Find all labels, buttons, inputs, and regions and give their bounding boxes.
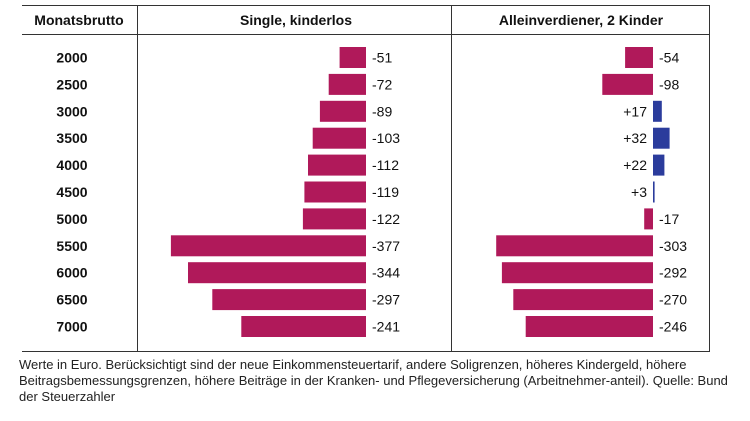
bar-single-2500 — [328, 73, 366, 95]
series-header-family: Alleinverdiener, 2 Kinder — [499, 12, 664, 28]
value-label-single-6500: -297 — [372, 292, 400, 308]
bar-family-6000 — [501, 262, 653, 284]
bar-single-5500 — [170, 235, 366, 257]
row-label: 3500 — [56, 130, 87, 146]
value-label-family-4000: +22 — [623, 157, 647, 173]
series-family: -54 -98 +17 +32 +22 +3 -17 -303 -292 -270 -246 — [496, 47, 687, 337]
bar-single-5000 — [302, 208, 366, 230]
bar-family-4000 — [653, 154, 665, 176]
bar-family-3000 — [653, 100, 662, 122]
row-labels: 2000 2500 3000 3500 4000 4500 5000 5500 6000 6500… — [56, 50, 87, 335]
value-label-single-2000: -51 — [372, 50, 392, 66]
row-label: 7000 — [56, 319, 87, 335]
value-label-single-4000: -112 — [372, 157, 399, 173]
row-label: 4000 — [56, 157, 87, 173]
row-label: 5500 — [56, 238, 87, 254]
bar-family-6500 — [513, 289, 653, 311]
value-label-family-5500: -303 — [659, 238, 687, 254]
bar-single-3500 — [312, 127, 366, 149]
value-label-family-2000: -54 — [659, 50, 679, 66]
bar-family-5000 — [644, 208, 653, 230]
value-label-single-4500: -119 — [372, 184, 399, 200]
footnote: Werte in Euro. Berücksichtigt sind der n… — [19, 357, 728, 404]
value-label-single-5000: -122 — [372, 211, 400, 227]
row-label: 6500 — [56, 292, 87, 308]
value-label-family-6000: -292 — [659, 265, 687, 281]
bar-family-7000 — [525, 316, 653, 337]
value-label-single-3500: -103 — [372, 130, 400, 146]
bar-family-4500 — [653, 181, 655, 203]
bar-single-4000 — [308, 154, 366, 176]
bar-family-3500 — [653, 127, 670, 149]
row-label: 2000 — [56, 50, 87, 66]
series-single: -51 -72 -89 -103 -112 -119 -122 -377 -344 -297 -24… — [170, 47, 400, 337]
value-label-family-6500: -270 — [659, 292, 687, 308]
value-label-family-4500: +3 — [631, 184, 647, 200]
bar-single-4500 — [304, 181, 366, 203]
value-label-single-7000: -241 — [372, 319, 400, 335]
row-label: 6000 — [56, 265, 87, 281]
bar-single-7000 — [241, 316, 366, 337]
bar-family-5500 — [496, 235, 653, 257]
value-label-single-5500: -377 — [372, 238, 400, 254]
bar-single-2000 — [339, 47, 366, 68]
value-label-family-2500: -98 — [659, 76, 679, 92]
value-label-family-3500: +32 — [623, 130, 647, 146]
value-label-single-6000: -344 — [372, 265, 400, 281]
bar-single-3000 — [319, 100, 366, 122]
row-header: Monatsbrutto — [34, 12, 123, 28]
row-label: 4500 — [56, 184, 87, 200]
value-label-family-7000: -246 — [659, 319, 687, 335]
value-label-family-5000: -17 — [659, 211, 679, 227]
value-label-single-2500: -72 — [372, 76, 392, 92]
bar-family-2000 — [625, 47, 653, 68]
bar-single-6500 — [212, 289, 366, 311]
row-label: 5000 — [56, 211, 87, 227]
table-frame — [22, 5, 710, 352]
chart: Monatsbrutto Single, kinderlos Alleinver… — [22, 5, 710, 352]
value-label-family-3000: +17 — [623, 103, 647, 119]
bar-single-6000 — [188, 262, 366, 284]
row-label: 2500 — [56, 76, 87, 92]
value-label-single-3000: -89 — [372, 103, 392, 119]
bar-family-2500 — [602, 73, 653, 95]
row-label: 3000 — [56, 103, 87, 119]
series-header-single: Single, kinderlos — [240, 12, 352, 28]
